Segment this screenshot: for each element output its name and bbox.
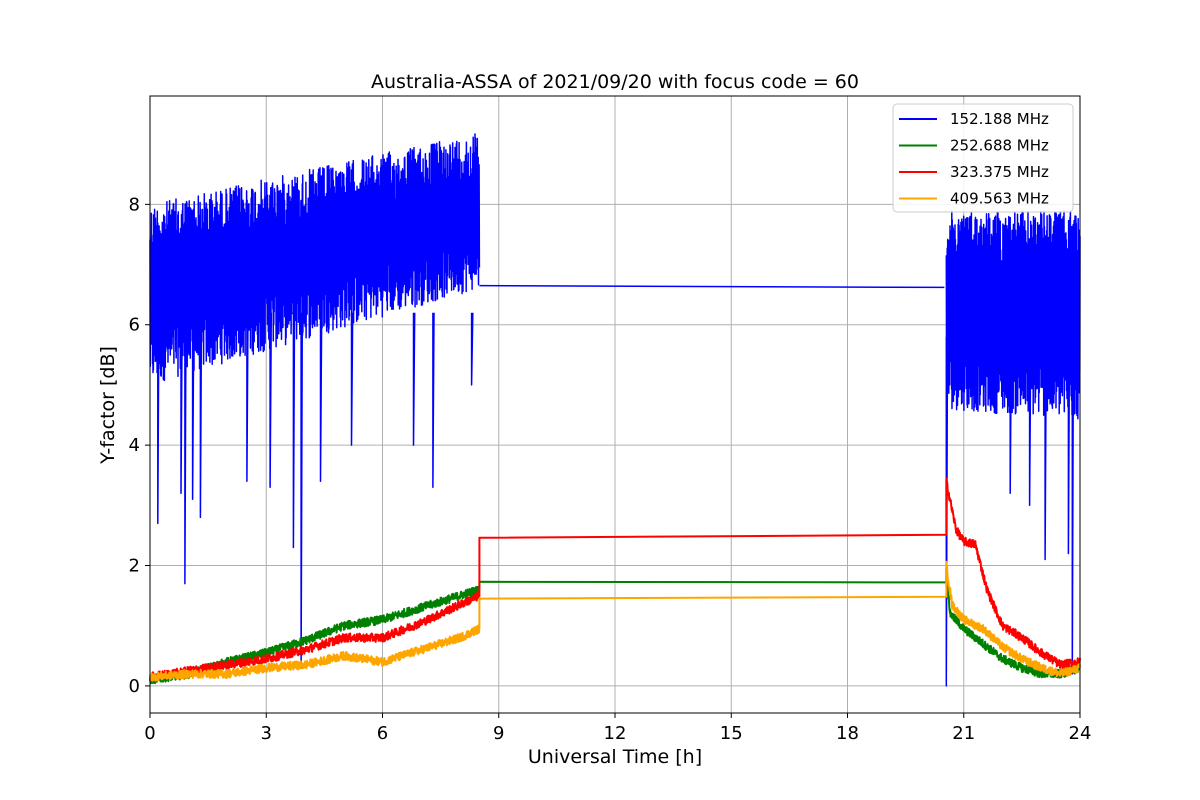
x-tick-label: 12 [604, 723, 627, 744]
x-tick-label: 15 [720, 723, 743, 744]
y-tick-label: 2 [129, 556, 140, 577]
series-line-3 [149, 560, 1081, 682]
series-line-0 [149, 133, 1081, 687]
x-tick-label: 21 [952, 723, 975, 744]
legend-label: 409.563 MHz [950, 190, 1049, 208]
legend: 152.188 MHz 252.688 MHz 323.375 MHz 409.563… [892, 103, 1074, 213]
x-tick-label: 18 [836, 723, 859, 744]
x-tick-label: 24 [1069, 723, 1092, 744]
series-line-2 [149, 477, 1081, 682]
chart-title: Australia-ASSA of 2021/09/20 with focus … [371, 71, 859, 93]
x-tick-label: 3 [261, 723, 272, 744]
x-tick-label: 6 [377, 723, 388, 744]
x-tick-label: 9 [493, 723, 504, 744]
legend-label: 152.188 MHz [950, 110, 1049, 128]
x-tick-label: 0 [144, 723, 155, 744]
x-axis-label: Universal Time [h] [528, 746, 702, 768]
legend-label: 252.688 MHz [950, 137, 1049, 155]
series-2 [149, 477, 1081, 682]
legend-label: 323.375 MHz [950, 163, 1049, 181]
y-tick-label: 8 [129, 194, 140, 215]
y-axis-label: Y-factor [dB] [97, 346, 119, 465]
y-tick-label: 6 [129, 315, 140, 336]
y-tick-label: 4 [129, 435, 140, 456]
y-tick-label: 0 [129, 676, 140, 697]
series-0 [149, 133, 1081, 687]
series-3 [149, 560, 1081, 682]
legend-box [892, 103, 1074, 213]
series-layer [149, 133, 1081, 687]
